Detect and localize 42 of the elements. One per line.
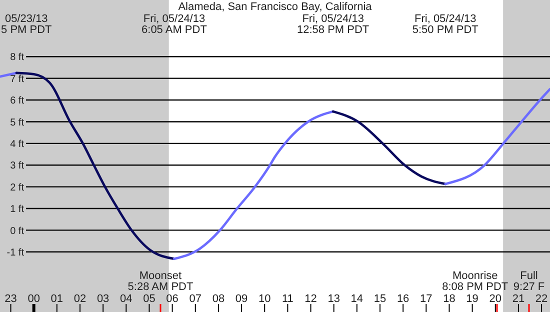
x-tick-label: 08: [212, 293, 225, 305]
annotation: Moonset 5:28 AM PDT: [128, 270, 194, 293]
x-tick-label: 18: [443, 293, 456, 305]
annotation: 05/23/13 5 PM PDT: [1, 13, 52, 36]
annotation: Fri, 05/24/13 12:58 PM PDT: [297, 13, 370, 36]
x-tick-label: 17: [420, 293, 432, 305]
x-tick-label: 05: [143, 293, 156, 305]
x-tick-label: 06: [166, 293, 178, 305]
x-tick-label: 19: [466, 293, 478, 305]
annotation: Fri, 05/24/13 5:50 PM PDT: [412, 13, 479, 36]
x-tick-label: 11: [282, 293, 294, 305]
y-tick-label: 3 ft: [10, 160, 24, 172]
x-tick-label: 10: [258, 293, 271, 305]
x-tick-label: 23: [4, 293, 17, 305]
x-tick-label: 12: [304, 293, 317, 305]
y-tick-label: 8 ft: [10, 52, 24, 64]
x-tick-label: 14: [350, 293, 364, 305]
x-tick-label: 07: [189, 293, 202, 305]
y-tick-label: 1 ft: [10, 204, 24, 216]
y-tick-label: -1 ft: [6, 248, 24, 258]
y-tick-label: 5 ft: [10, 117, 24, 128]
annotation: Fri, 05/24/13 6:05 AM PDT: [142, 13, 208, 36]
x-tick-label: 03: [96, 293, 110, 305]
y-tick-label: 0 ft: [10, 226, 24, 237]
x-tick-label: 13: [328, 293, 340, 305]
y-tick-label: 2 ft: [10, 182, 24, 194]
x-tick-label: 22: [535, 293, 548, 305]
x-tick-label: 04: [120, 293, 132, 305]
y-tick-label: 4 ft: [10, 139, 24, 150]
x-tick-label: 09: [235, 293, 248, 305]
x-tick-label: 01: [50, 293, 64, 305]
x-tick-label: 16: [396, 293, 410, 305]
x-tick-label: 02: [74, 293, 86, 305]
y-tick-label: 7 ft: [10, 74, 24, 85]
x-tick-label: 21: [512, 293, 525, 305]
chart-title: Alameda, San Francisco Bay, California: [178, 1, 373, 13]
x-tick-label: 15: [374, 293, 386, 305]
y-tick-label: 6 ft: [10, 96, 24, 107]
annotation: Moonrise 8:08 PM PDT: [442, 270, 508, 293]
x-tick-label: 20: [489, 293, 502, 305]
annotation: Full 9:27 F: [513, 270, 545, 293]
x-tick-label: 00: [28, 293, 40, 305]
